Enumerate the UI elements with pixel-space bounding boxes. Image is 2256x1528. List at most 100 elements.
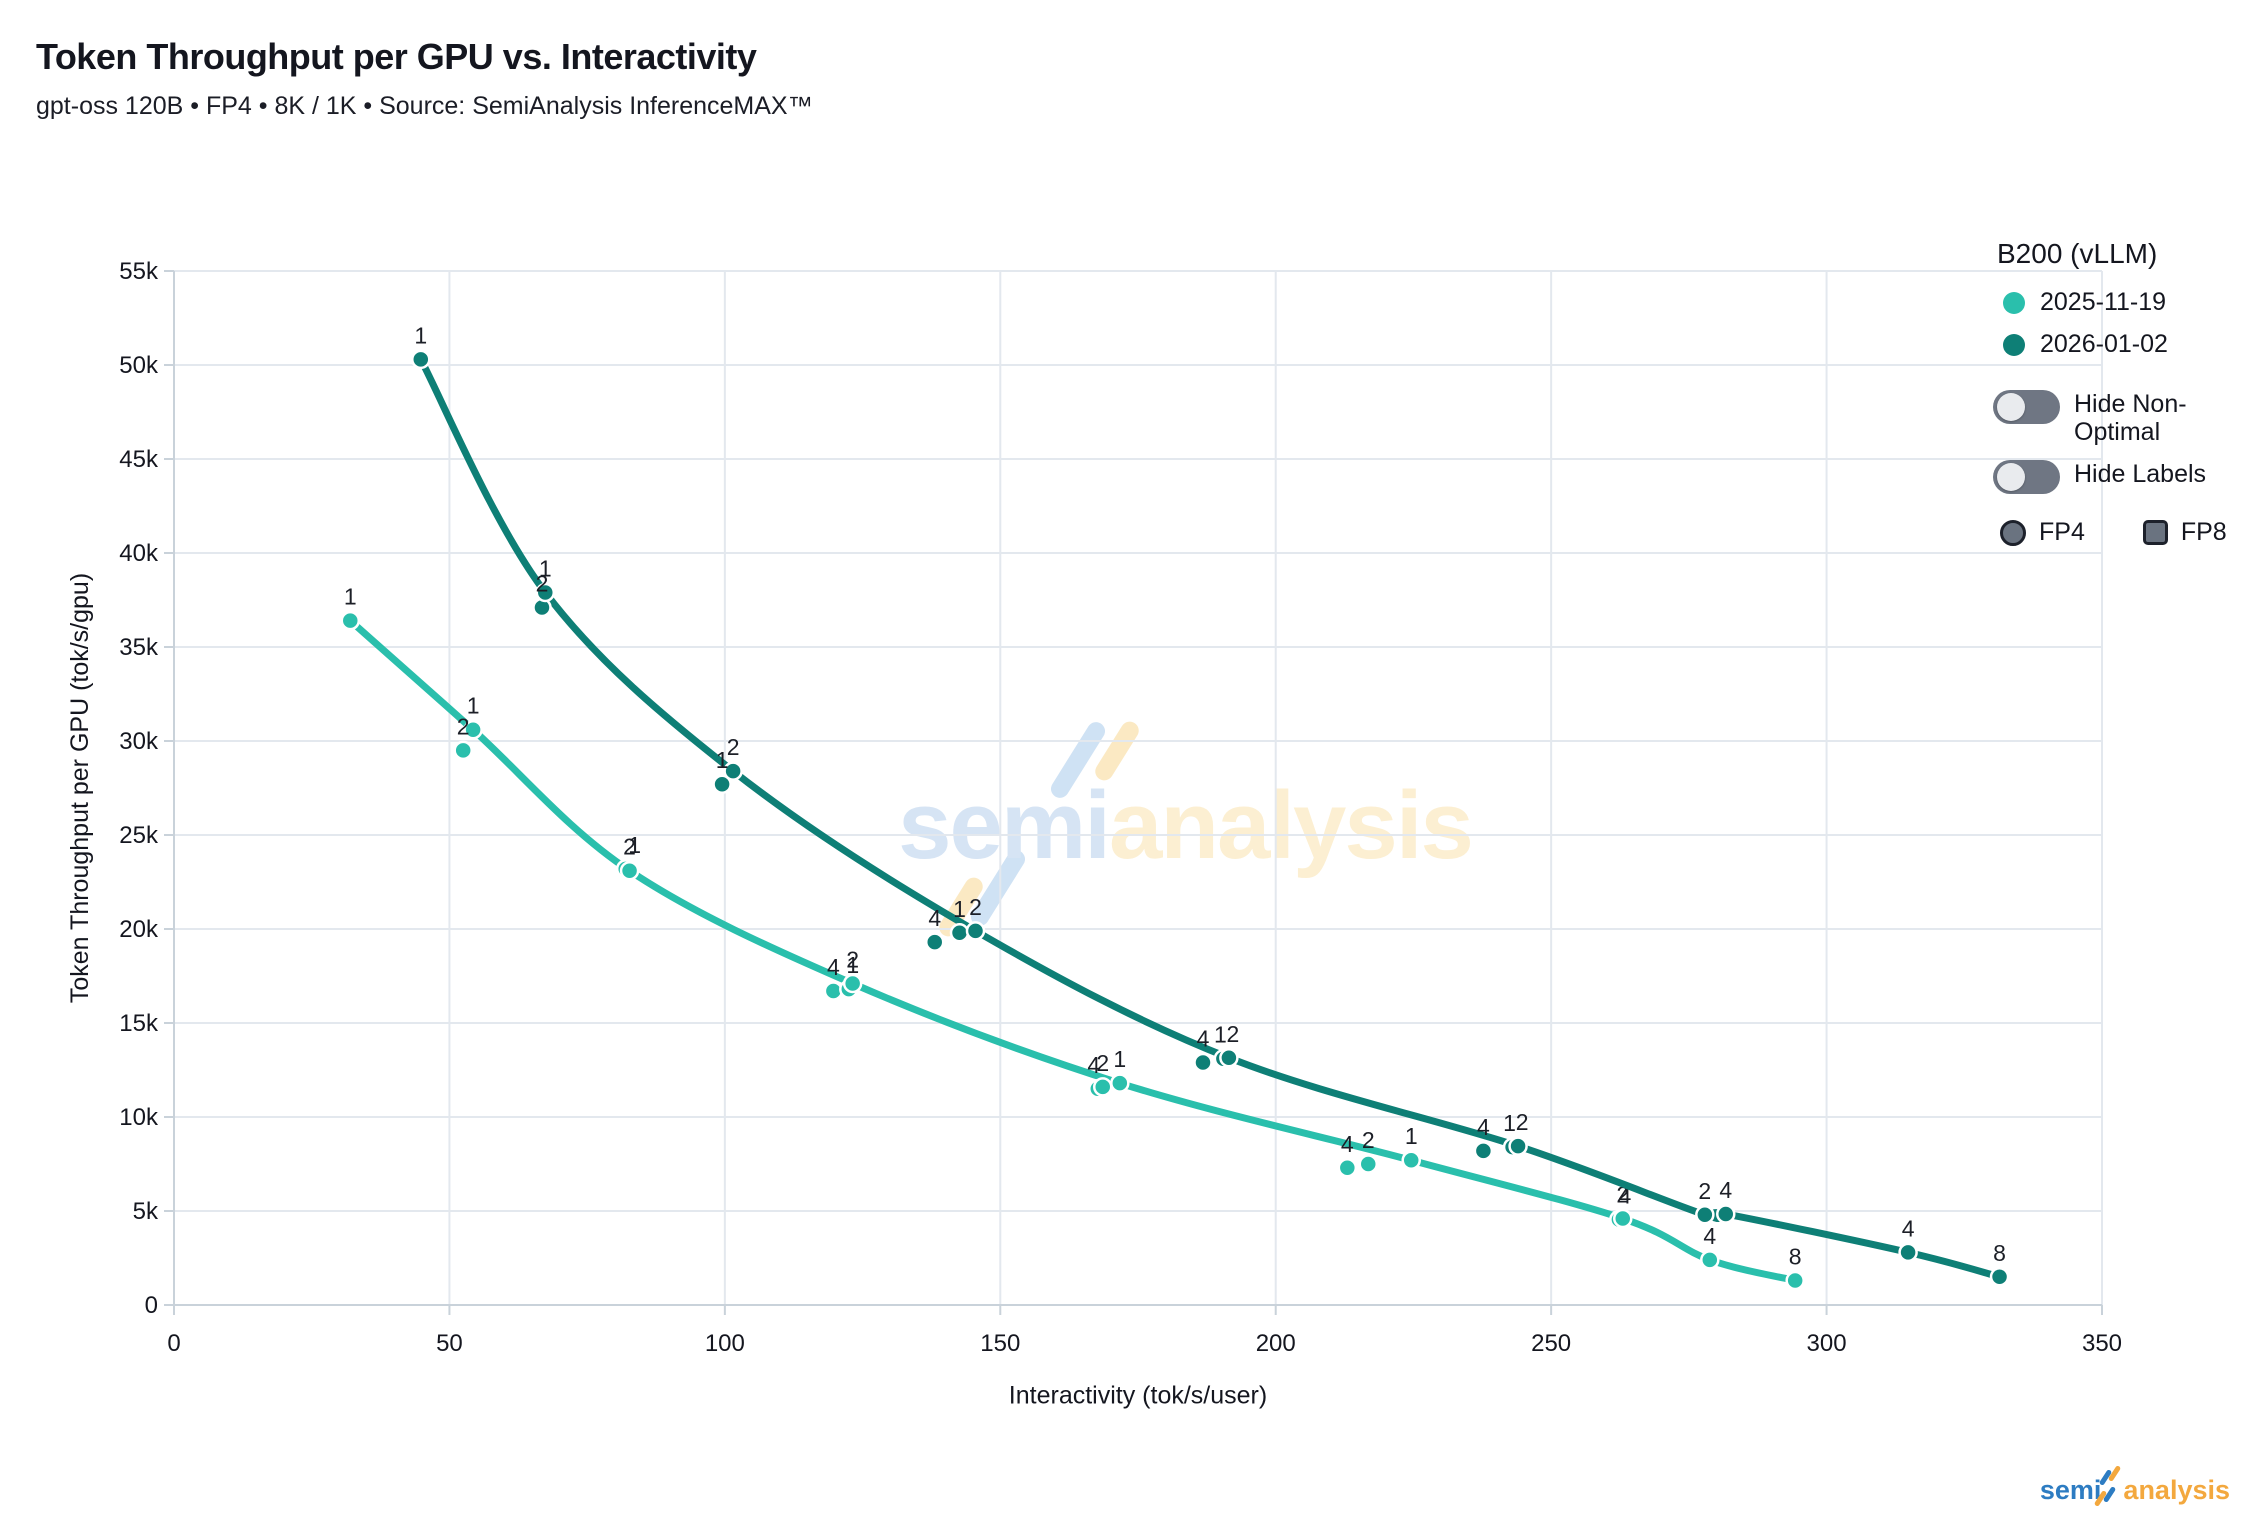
watermark-slash [970,850,1026,926]
data-point[interactable] [1716,1204,1736,1224]
data-point[interactable] [949,923,970,943]
point-label: 4 [1902,1215,1915,1241]
legend-item-label: 2026-01-02 [2040,330,2168,358]
data-point[interactable] [535,582,556,603]
y-tick-label: 25k [119,822,159,849]
fp8-marker-icon[interactable] [2142,520,2168,545]
watermark-slash [1095,721,1139,781]
data-point[interactable] [1785,1270,1805,1291]
point-label: 2 [727,734,740,760]
legend-item-series-1[interactable]: 2025-11-19 [1985,288,2166,317]
x-tick-label: 350 [2082,1330,2122,1357]
data-point[interactable] [619,860,640,881]
point-label: 2 [457,713,470,739]
point-label: 2 [536,571,549,597]
y-tick-label: 10k [119,1104,159,1131]
point-label: 2 [846,947,859,973]
hide-labels-row: Hide Labels [1985,460,2234,494]
data-point[interactable] [1358,1154,1379,1174]
point-label: 1 [467,693,480,719]
y-tick-label: 35k [119,634,159,661]
point-label: 2 [1226,1021,1239,1047]
data-point[interactable] [1508,1136,1528,1156]
data-point[interactable] [1700,1250,1720,1270]
point-label: 2 [969,894,982,920]
watermark: semianalysis [898,721,1474,937]
x-axis-title: Interactivity (tok/s/user) [1009,1382,1267,1410]
x-tick-label: 50 [436,1330,463,1357]
data-point[interactable] [1110,1073,1130,1093]
logo-slash-icon [2094,1464,2123,1507]
legend-item-series-2[interactable]: 2026-01-02 [1985,330,2168,359]
toggle-knob [1997,463,2025,491]
point-label: 4 [827,954,840,980]
legend-title: B200 (vLLM) [1997,238,2158,269]
x-tick-label: 250 [1531,1330,1571,1357]
data-point[interactable] [712,774,732,794]
data-point[interactable] [1193,1052,1213,1073]
x-tick-label: 200 [1256,1330,1296,1357]
legend-item-label: 2025-11-19 [2040,288,2167,316]
data-point[interactable] [723,761,743,781]
data-point[interactable] [1613,1208,1633,1229]
y-tick-label: 40k [119,540,159,567]
precision-shape-legend: FP4 FP8 [1985,518,2227,547]
point-label: 1 [628,832,641,858]
data-point[interactable] [1473,1141,1494,1161]
watermark-slash [939,877,983,937]
point-label: 1 [1503,1110,1516,1136]
page-subtitle: gpt-oss 120B • FP4 • 8K / 1K • Source: S… [36,92,813,120]
data-point[interactable] [1337,1158,1358,1178]
logo-semi-text: semi [2039,1475,2102,1505]
data-point[interactable] [453,740,473,761]
toggle-knob [1997,393,2025,421]
point-label: 4 [1477,1114,1490,1140]
y-tick-label: 20k [119,916,159,943]
point-label: 1 [1113,1046,1126,1072]
point-label: 4 [1703,1223,1716,1249]
logo-analysis-text: analysis [2123,1475,2230,1505]
data-point[interactable] [1695,1205,1715,1225]
data-point[interactable] [463,719,483,740]
point-label: 1 [539,555,552,581]
fp8-label: FP8 [2180,518,2227,546]
data-point[interactable] [340,610,361,631]
data-point[interactable] [924,932,945,952]
point-label: 1 [1214,1022,1227,1048]
point-label: 4 [928,905,941,931]
series-dot-icon [2003,291,2025,314]
point-label: 2 [623,834,636,860]
hide-non-optimal-toggle[interactable] [1993,390,2060,424]
x-tick-label: 100 [705,1330,745,1357]
data-point[interactable] [1989,1267,2010,1287]
data-point[interactable] [1898,1242,1918,1263]
y-tick-label: 5k [133,1198,159,1225]
data-point[interactable] [1092,1077,1113,1097]
fp4-marker-icon[interactable] [2000,519,2026,546]
x-tick-label: 300 [1807,1330,1847,1357]
point-label: 2 [1698,1178,1711,1204]
point-label: 4 [1197,1025,1210,1051]
gridlines [174,270,2103,1305]
hide-labels-label: Hide Labels [2074,460,2207,488]
data-point[interactable] [411,349,431,370]
point-label: 8 [1993,1240,2006,1266]
data-point[interactable] [1401,1150,1421,1170]
data-point[interactable] [1219,1048,1239,1068]
watermark-text: semianalysis [898,772,1472,879]
axes: 0 50 100 150 200 250 300 350 0 5k 10k 15k 20k 25k 30k 3… [66,258,2122,1410]
hide-non-optimal-label: Hide Non-Optimal [2074,390,2187,446]
hide-labels-toggle[interactable] [1993,460,2060,494]
data-point[interactable] [842,973,863,994]
data-point[interactable] [965,921,986,941]
point-label: 1 [716,747,729,773]
point-label: 2 [1516,1109,1529,1135]
y-tick-label: 50k [119,352,159,379]
point-label: 4 [1087,1052,1100,1078]
y-axis-title: Token Throughput per GPU (tok/s/gpu) [66,573,94,1003]
point-label: 4 [1719,1177,1732,1203]
